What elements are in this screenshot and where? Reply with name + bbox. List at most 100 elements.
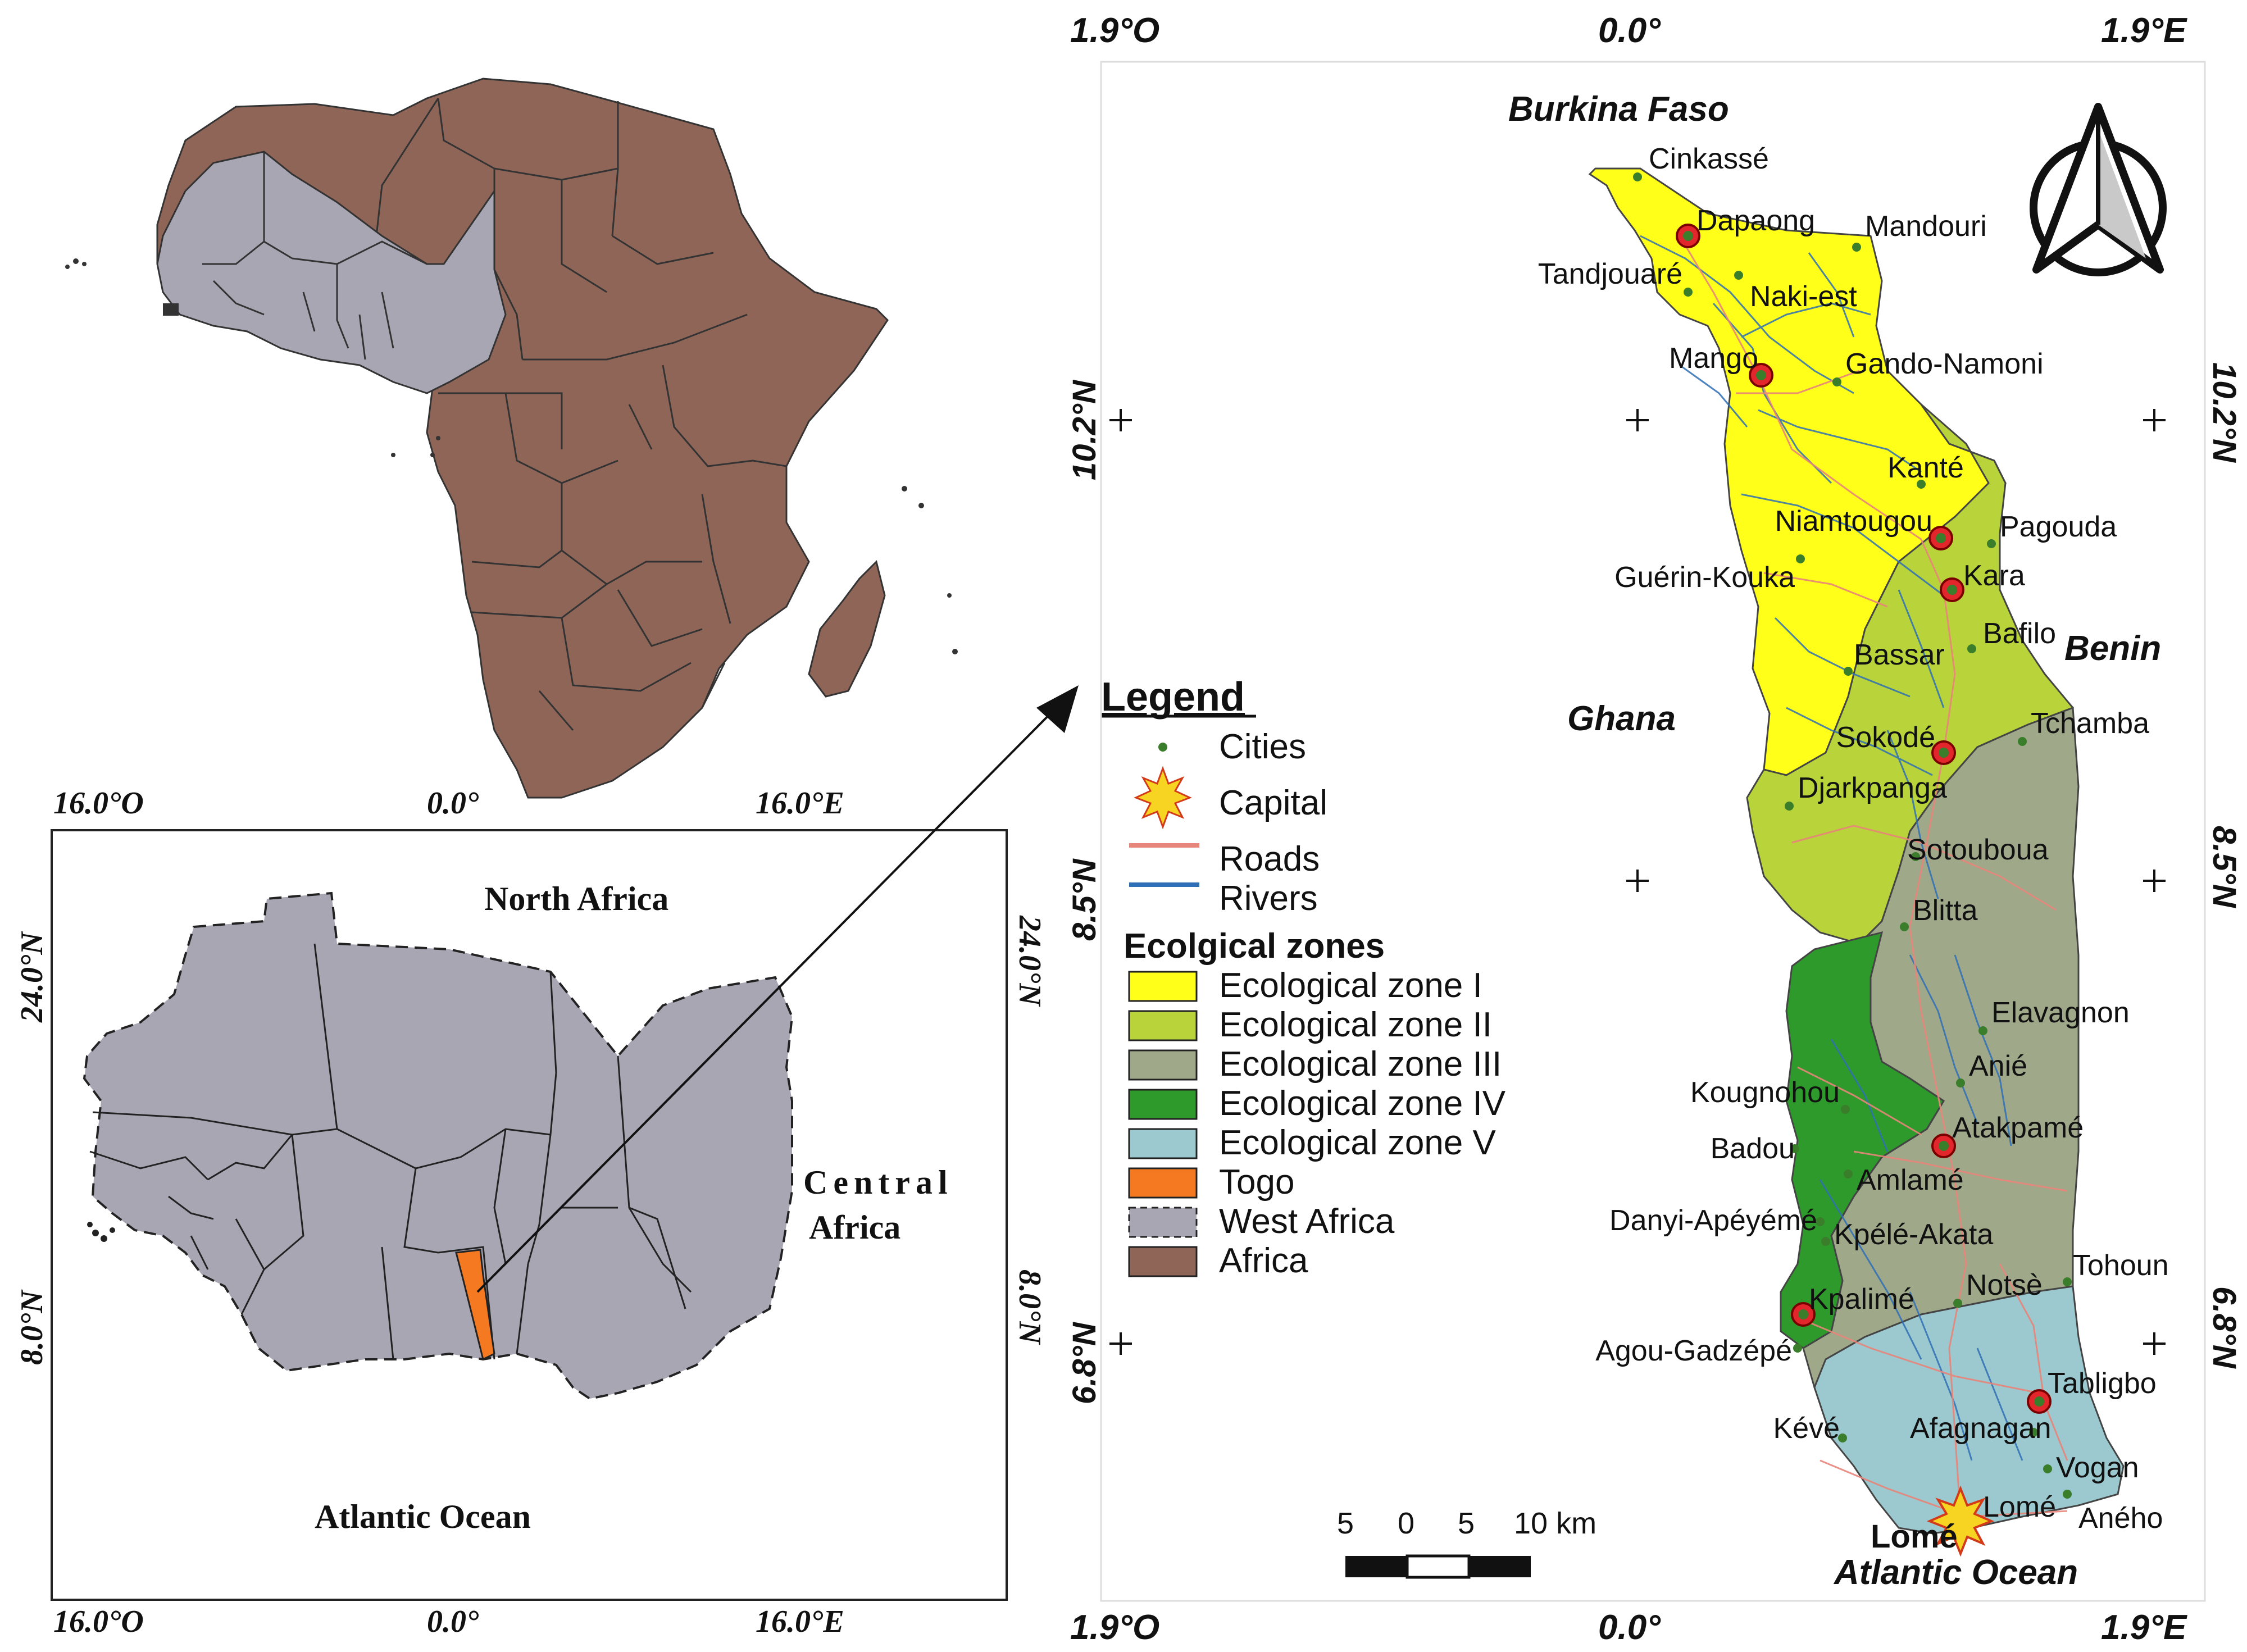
city-label: Dapaong	[1696, 204, 1815, 237]
city-marker	[1633, 172, 1642, 181]
city-label: Gando-Namoni	[1845, 348, 2044, 380]
city-marker-dot	[1756, 370, 1766, 380]
city-marker	[1684, 288, 1693, 297]
legend-title: Legend	[1101, 675, 1245, 720]
togo-frame	[1100, 61, 2206, 1602]
city-marker	[1953, 1299, 1962, 1308]
legend-zone-swatch	[1128, 1167, 1198, 1199]
city-label: Tabligbo	[2048, 1367, 2157, 1400]
city-label: Sotouboua	[1907, 834, 2049, 866]
city-label: Amlamé	[1857, 1164, 1964, 1196]
legend-zone-swatch	[1128, 1246, 1198, 1277]
legend-zone-label: Ecological zone I	[1219, 966, 1482, 1005]
scale-label-0: 5	[1337, 1507, 1354, 1540]
west-lat-right-bottom: 8.0°N	[1012, 1269, 1047, 1345]
city-marker-dot	[1683, 231, 1693, 241]
africa-lon-label-east: 16.0°E	[756, 786, 844, 821]
west-lat-left-bottom: 8.0°N	[15, 1289, 49, 1365]
city-marker	[1967, 644, 1976, 653]
west-lon-label-east: 16.0°E	[756, 1604, 844, 1639]
west-africa-borders-small	[202, 152, 427, 360]
city-marker	[1978, 1026, 1987, 1035]
city-marker	[1816, 1217, 1825, 1226]
legend-zone-label: Ecological zone III	[1219, 1045, 1502, 1084]
city-marker	[2029, 1428, 2038, 1437]
legend-item-rivers: Rivers	[1219, 879, 1318, 918]
city-label: Mango	[1669, 342, 1758, 375]
legend-zone-swatch	[1128, 1049, 1198, 1081]
city-marker	[1900, 922, 1909, 931]
legend-zone-swatch	[1128, 1089, 1198, 1120]
scale-label-3: 10 km	[1514, 1507, 1596, 1540]
label-burkina-faso: Burkina Faso	[1508, 90, 1729, 129]
city-label: Kara	[1963, 559, 2025, 592]
city-label: Tchamba	[2031, 707, 2149, 740]
city-label: Djarkpanga	[1798, 772, 1947, 804]
legend-zone-swatch	[1128, 1207, 1198, 1238]
scale-label-2: 5	[1458, 1507, 1475, 1540]
legend-zone-label: Ecological zone IV	[1219, 1084, 1506, 1123]
legend-zone-label: Ecological zone V	[1219, 1123, 1496, 1162]
label-ghana: Ghana	[1567, 699, 1676, 738]
label-benin: Benin	[2064, 629, 2161, 668]
legend-item-cities: Cities	[1219, 727, 1306, 766]
city-marker	[1838, 1433, 1847, 1442]
city-label: Vogan	[2056, 1451, 2139, 1484]
label-west-ocean: Atlantic Ocean	[315, 1498, 531, 1535]
label-atlantic-ocean: Atlantic Ocean	[1833, 1553, 2078, 1592]
west-africa-internal-borders	[89, 943, 692, 1360]
legend-zone-label: Ecological zone II	[1219, 1005, 1492, 1044]
city-label: Lomé	[1983, 1491, 2056, 1523]
city-marker	[1793, 1344, 1802, 1353]
city-marker-dot	[1939, 748, 1949, 758]
legend-zone-swatch	[1128, 1010, 1198, 1041]
city-label: Afagnagan	[1910, 1412, 2052, 1445]
graticule	[1109, 409, 2166, 1355]
scale-label-1: 0	[1398, 1507, 1414, 1540]
city-label: Notsè	[1966, 1269, 2043, 1301]
city-marker	[1785, 802, 1794, 811]
label-capital-lome: Lomé	[1871, 1518, 1958, 1555]
legend-zone-label: Togo	[1219, 1163, 1294, 1202]
city-marker	[2018, 737, 2027, 746]
city-label: Kanté	[1887, 452, 1964, 484]
legend: Legend Cities Capital Roads Rivers Ecolg…	[1101, 675, 1506, 1280]
city-label: Bassar	[1854, 639, 1945, 671]
togo-lat-left-3: 6.8°N	[1066, 1322, 1103, 1404]
city-marker	[1987, 539, 1996, 548]
rivers	[1640, 235, 2023, 1461]
label-central-1: Central	[803, 1164, 953, 1201]
togo-lon-bottom-center: 0.0°	[1598, 1608, 1661, 1647]
city-label: Badou	[1711, 1132, 1795, 1165]
zone-4	[1780, 931, 1945, 1349]
togo-in-west-africa	[455, 1249, 495, 1361]
togo-lat-left-2: 8.5°N	[1066, 858, 1103, 941]
togo-lon-bottom-east: 1.9°E	[2101, 1608, 2187, 1647]
west-lon-label-center: 0.0°	[427, 1604, 479, 1639]
west-africa-region	[156, 151, 507, 394]
city-marker-dot	[1798, 1309, 1808, 1319]
togo-map: 5 0 5 10 km Cinkassé Dapaong Mandouri Tandj…	[1100, 61, 2206, 1602]
city-marker	[2063, 1490, 2072, 1499]
togo-lat-right-2: 8.5°N	[2206, 826, 2243, 908]
city-label: Guérin-Kouka	[1614, 561, 1795, 594]
north-arrow-icon	[2030, 103, 2167, 276]
city-marker	[1852, 243, 1861, 252]
city-label: Tohoun	[2073, 1249, 2169, 1282]
city-label: Naki-est	[1750, 280, 1857, 313]
city-label: Pagouda	[2000, 511, 2117, 543]
legend-zone-swatch	[1128, 1128, 1198, 1159]
togo-lat-right-1: 10.2°N	[2206, 362, 2243, 463]
city-label: Agou-Gadzépé	[1595, 1335, 1792, 1367]
west-africa-map	[51, 685, 1079, 1601]
city-marker	[1956, 1078, 1965, 1087]
scale-bar: 5 0 5 10 km	[1337, 1507, 1596, 1579]
city-label: Kévé	[1773, 1412, 1840, 1445]
city-marker-dot	[1939, 1141, 1949, 1151]
togo-lat-left-1: 10.2°N	[1066, 380, 1103, 480]
roads	[1679, 235, 2068, 1518]
west-lat-right-top: 24.0°N	[1012, 915, 1047, 1007]
togo-lon-bottom-west: 1.9°O	[1070, 1608, 1159, 1647]
city-marker	[1844, 667, 1853, 676]
